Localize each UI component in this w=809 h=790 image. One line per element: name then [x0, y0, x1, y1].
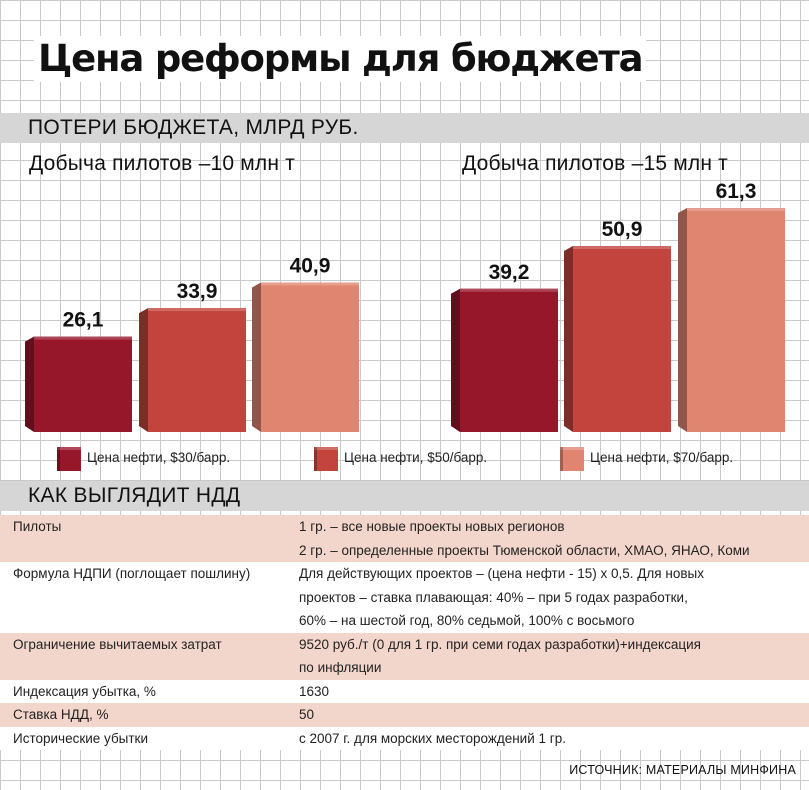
legend-label-30: Цена нефти, $30/барр.	[87, 450, 231, 465]
legend-swatch-50	[314, 447, 338, 471]
bar-side-face	[252, 282, 261, 432]
bar-value-label: 61,3	[716, 180, 757, 203]
chart-title: Цена реформы для бюджета	[34, 36, 647, 82]
value-cell: проектов – ставка плавающая: 40% – при 5…	[299, 585, 809, 609]
ndd-section-header: КАК ВЫГЛЯДИТ НДД	[0, 481, 809, 511]
bar-0-1	[451, 288, 558, 432]
legend-label-50: Цена нефти, $50/барр.	[344, 450, 488, 465]
value-cell: с 2007 г. для морских месторождений 1 гр…	[299, 726, 809, 750]
bar-value-label: 50,9	[602, 218, 643, 241]
bar-side-face	[25, 336, 34, 432]
scenario-label-10mt: Добыча пилотов –10 млн т	[29, 152, 295, 175]
param-cell: Индексация убытка, %	[0, 679, 299, 703]
table-row: Ограничение вычитаемых затрат 9520 руб./…	[0, 632, 809, 656]
bar-front-face	[34, 336, 132, 432]
param-cell: Исторические убытки	[0, 726, 299, 750]
legend-swatch-70	[560, 447, 584, 471]
bar-front-face	[148, 308, 246, 432]
bar-side-face	[564, 246, 573, 432]
value-cell: 2 гр. – определенные проекты Тюменской о…	[299, 538, 809, 562]
table-row: Ставка НДД, % 50	[0, 703, 809, 727]
bar-value-label: 26,1	[63, 309, 104, 332]
bar-value-label: 33,9	[177, 280, 218, 303]
param-cell	[0, 538, 299, 562]
source-note: ИСТОЧНИК: МАТЕРИАЛЫ МИНФИНА	[569, 763, 796, 777]
param-cell	[0, 609, 299, 633]
value-cell: по инфляции	[299, 656, 809, 680]
bar-front-face	[261, 282, 359, 432]
bar-1-0	[139, 308, 246, 432]
bar-front-face	[573, 246, 671, 432]
bar-top-edge	[460, 288, 558, 292]
bar-2-0	[252, 282, 359, 432]
table-row: по инфляции	[0, 656, 809, 680]
bar-side-face	[678, 208, 687, 432]
param-cell	[0, 656, 299, 680]
table-row: Формула НДПИ (поглощает пошлину) Для дей…	[0, 562, 809, 586]
bar-0-0	[25, 336, 132, 432]
bar-top-edge	[34, 336, 132, 340]
bar-side-face	[451, 288, 460, 432]
param-cell: Формула НДПИ (поглощает пошлину)	[0, 562, 299, 586]
ndd-table: Пилоты 1 гр. – все новые проекты новых р…	[0, 515, 809, 750]
bar-side-face	[139, 308, 148, 432]
bar-value-label: 40,9	[290, 255, 331, 278]
bar-top-edge	[261, 282, 359, 286]
bar-top-edge	[687, 208, 785, 211]
table-row: 60% – на шестой год, 80% седьмой, 100% с…	[0, 609, 809, 633]
legend-swatch-30	[57, 447, 81, 471]
bar-chart: 26,1 39,2 33,9 50,9 40,9 61,3	[25, 180, 785, 432]
bar-front-face	[687, 208, 785, 432]
losses-section-header: ПОТЕРИ БЮДЖЕТА, МЛРД РУБ.	[0, 113, 809, 143]
param-cell: Ставка НДД, %	[0, 703, 299, 727]
bar-1-1	[564, 246, 671, 432]
scenario-label-15mt: Добыча пилотов –15 млн т	[462, 152, 728, 175]
value-cell: Для действующих проектов – (цена нефти -…	[299, 562, 809, 586]
value-cell: 1 гр. – все новые проекты новых регионов	[299, 515, 809, 539]
value-cell: 60% – на шестой год, 80% седьмой, 100% с…	[299, 609, 809, 633]
table-row: 2 гр. – определенные проекты Тюменской о…	[0, 538, 809, 562]
bar-top-edge	[573, 246, 671, 250]
table-row: Индексация убытка, % 1630	[0, 679, 809, 703]
bar-2-1	[678, 208, 785, 432]
param-cell	[0, 585, 299, 609]
table-row: Пилоты 1 гр. – все новые проекты новых р…	[0, 515, 809, 539]
param-cell: Ограничение вычитаемых затрат	[0, 632, 299, 656]
bar-value-label: 39,2	[489, 261, 530, 284]
bar-top-edge	[148, 308, 246, 312]
value-cell: 9520 руб./т (0 для 1 гр. при семи годах …	[299, 632, 809, 656]
table-row: проектов – ставка плавающая: 40% – при 5…	[0, 585, 809, 609]
value-cell: 1630	[299, 679, 809, 703]
table-row: Исторические убытки с 2007 г. для морски…	[0, 726, 809, 750]
param-cell: Пилоты	[0, 515, 299, 539]
value-cell: 50	[299, 703, 809, 727]
bar-front-face	[460, 288, 558, 432]
legend-label-70: Цена нефти, $70/барр.	[590, 450, 734, 465]
